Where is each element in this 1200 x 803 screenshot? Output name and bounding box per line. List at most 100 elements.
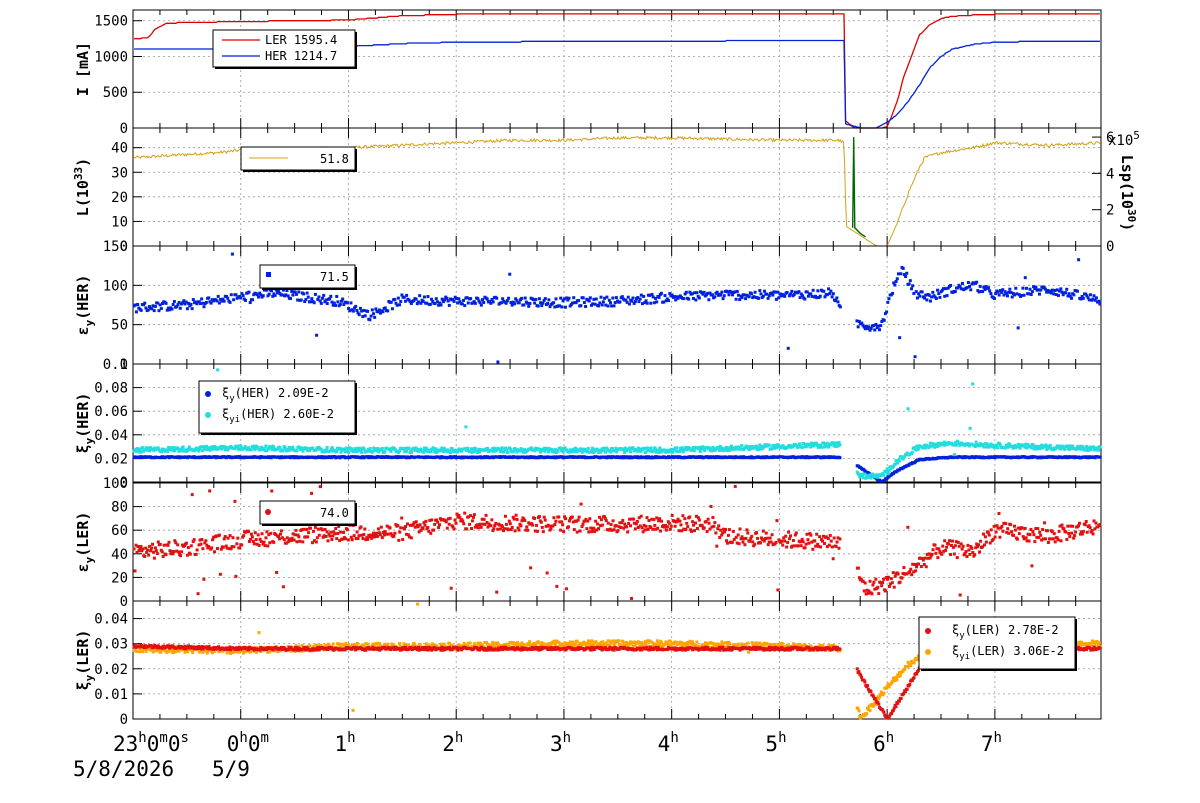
data-point bbox=[554, 297, 557, 300]
data-point bbox=[902, 566, 905, 569]
data-point bbox=[998, 536, 1001, 539]
data-point bbox=[1031, 530, 1034, 533]
data-point bbox=[746, 532, 749, 535]
data-point bbox=[419, 523, 422, 526]
data-point bbox=[973, 553, 976, 556]
y-tick-label: 0.04 bbox=[94, 612, 128, 628]
data-point bbox=[766, 537, 769, 540]
data-point bbox=[828, 544, 831, 547]
data-point bbox=[518, 301, 521, 304]
data-point bbox=[665, 529, 668, 532]
data-point bbox=[713, 521, 716, 524]
data-point bbox=[882, 578, 885, 581]
data-point bbox=[1049, 444, 1052, 447]
data-point bbox=[369, 447, 372, 450]
data-point bbox=[363, 448, 366, 451]
data-point bbox=[507, 297, 510, 300]
data-point bbox=[236, 537, 239, 540]
data-point bbox=[464, 425, 467, 428]
y-tick-label: 40 bbox=[111, 547, 128, 563]
data-point bbox=[435, 297, 438, 300]
data-point bbox=[1023, 294, 1026, 297]
data-point bbox=[386, 309, 389, 312]
data-point bbox=[171, 446, 174, 449]
data-point bbox=[1098, 303, 1101, 306]
data-point bbox=[480, 526, 483, 529]
data-point bbox=[945, 546, 948, 549]
data-point bbox=[591, 447, 594, 450]
data-point bbox=[838, 456, 841, 459]
data-point bbox=[1030, 564, 1033, 567]
data-point bbox=[588, 517, 591, 520]
data-point bbox=[678, 529, 681, 532]
data-point bbox=[1039, 534, 1042, 537]
data-point bbox=[494, 522, 497, 525]
data-point bbox=[298, 540, 301, 543]
data-point bbox=[943, 539, 946, 542]
data-point bbox=[829, 290, 832, 293]
data-point bbox=[167, 541, 170, 544]
panel-frame bbox=[133, 128, 1101, 246]
data-point bbox=[698, 297, 701, 300]
data-point bbox=[1004, 522, 1007, 525]
data-point bbox=[274, 294, 277, 297]
data-point bbox=[652, 518, 655, 521]
data-point bbox=[918, 295, 921, 298]
data-point bbox=[527, 305, 530, 308]
data-point bbox=[353, 534, 356, 537]
data-point bbox=[1012, 534, 1015, 537]
data-point bbox=[317, 295, 320, 298]
data-point bbox=[503, 527, 506, 530]
data-point bbox=[383, 451, 386, 454]
data-point bbox=[773, 447, 776, 450]
data-point bbox=[134, 569, 137, 572]
data-point bbox=[750, 535, 753, 538]
data-point bbox=[891, 292, 894, 295]
data-point bbox=[914, 355, 917, 358]
legend-luminosity: 51.8 bbox=[241, 147, 357, 172]
data-point bbox=[171, 308, 174, 311]
data-point bbox=[380, 526, 383, 529]
data-point bbox=[1065, 288, 1068, 291]
data-point bbox=[607, 304, 610, 307]
data-point bbox=[387, 533, 390, 536]
data-point bbox=[140, 309, 143, 312]
data-point bbox=[1054, 540, 1057, 543]
data-point bbox=[1058, 530, 1061, 533]
data-point bbox=[998, 294, 1001, 297]
data-point bbox=[759, 541, 762, 544]
data-point bbox=[743, 543, 746, 546]
data-point bbox=[1018, 532, 1021, 535]
legend-swatch bbox=[265, 509, 271, 515]
data-point bbox=[703, 526, 706, 529]
data-point bbox=[295, 529, 298, 532]
data-point bbox=[463, 512, 466, 515]
data-point bbox=[432, 529, 435, 532]
data-point bbox=[722, 297, 725, 300]
data-point bbox=[614, 524, 617, 527]
data-point bbox=[211, 538, 214, 541]
data-point bbox=[1092, 532, 1095, 535]
data-point bbox=[612, 519, 615, 522]
data-point bbox=[645, 451, 648, 454]
data-point bbox=[671, 514, 674, 517]
data-point bbox=[651, 528, 654, 531]
data-point bbox=[543, 516, 546, 519]
data-point bbox=[470, 527, 473, 530]
data-point bbox=[468, 523, 471, 526]
data-point bbox=[731, 541, 734, 544]
data-point bbox=[908, 283, 911, 286]
data-point bbox=[358, 447, 361, 450]
data-point bbox=[312, 530, 315, 533]
data-point bbox=[613, 528, 616, 531]
data-point bbox=[938, 296, 941, 299]
data-point bbox=[177, 551, 180, 554]
data-point bbox=[771, 294, 774, 297]
data-point bbox=[621, 519, 624, 522]
data-point bbox=[763, 290, 766, 293]
data-point bbox=[694, 298, 697, 301]
data-point bbox=[610, 523, 613, 526]
data-point bbox=[917, 562, 920, 565]
data-point bbox=[1000, 291, 1003, 294]
data-point bbox=[954, 544, 957, 547]
